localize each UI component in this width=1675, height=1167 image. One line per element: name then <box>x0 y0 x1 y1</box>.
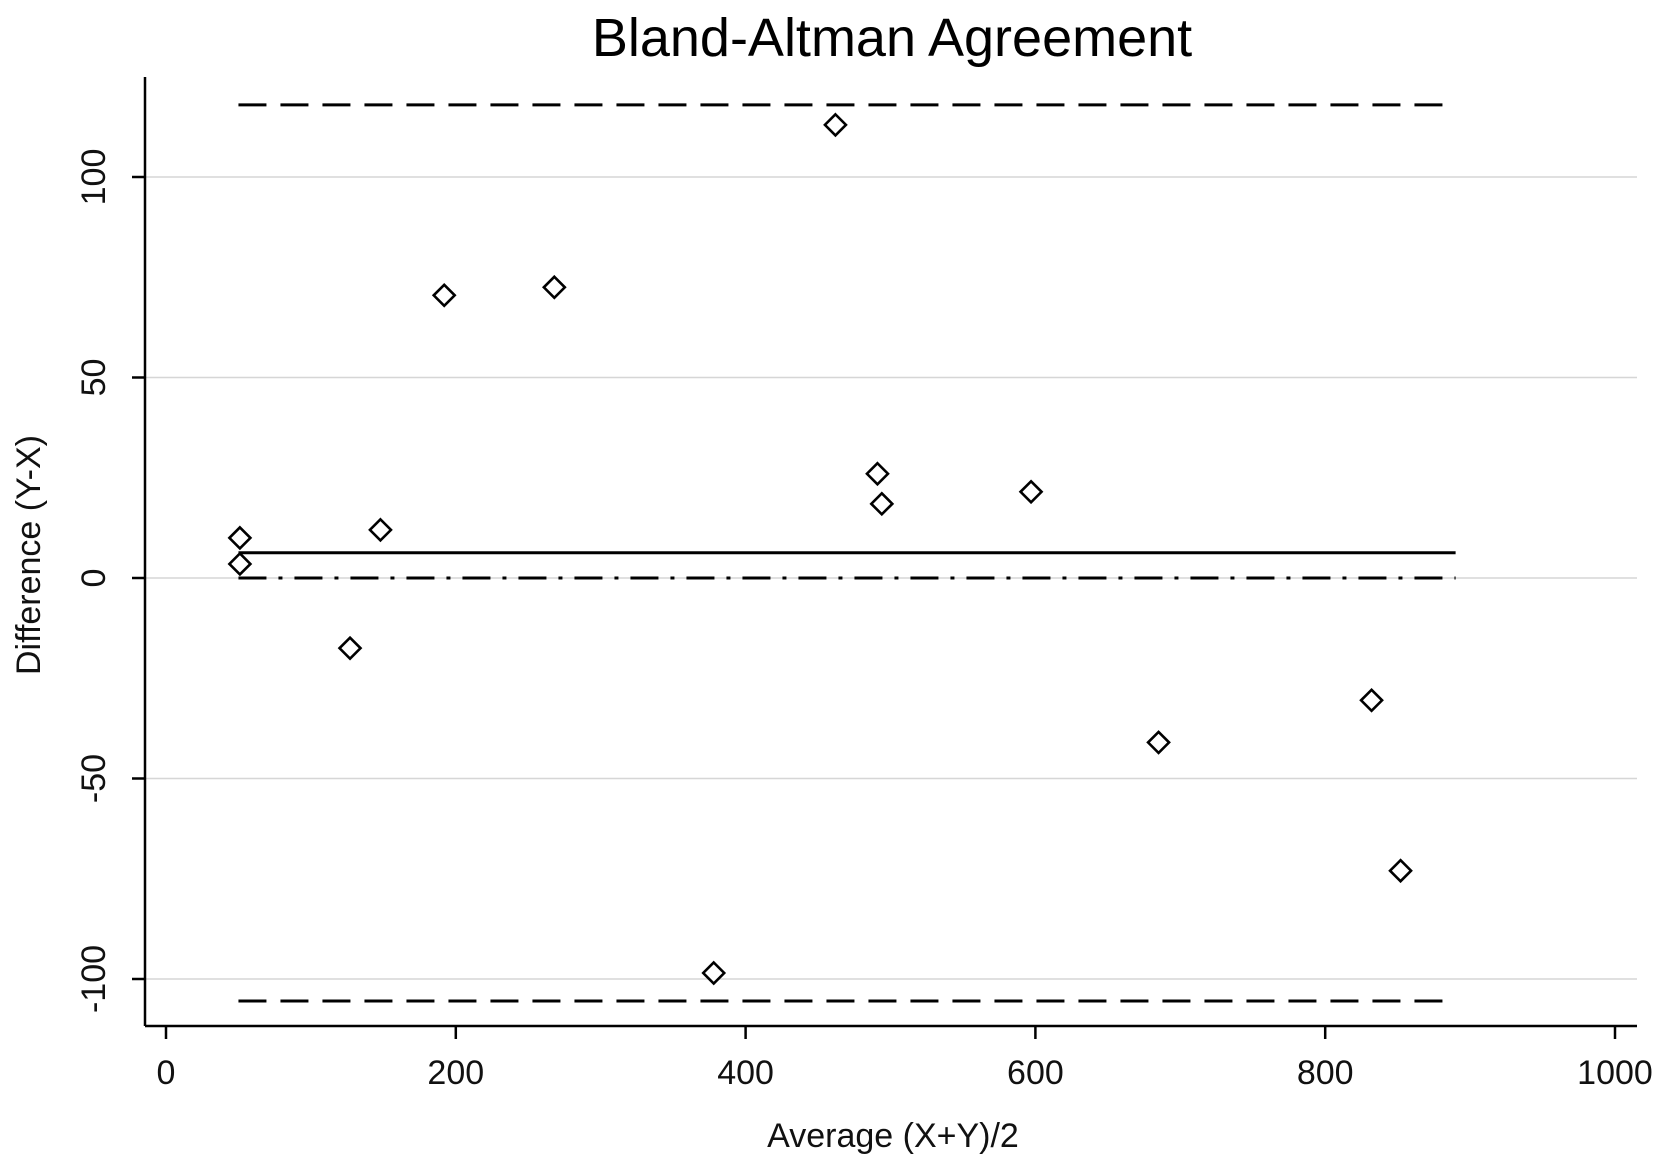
y-tick-label: -100 <box>75 945 113 1013</box>
data-point <box>1146 730 1171 755</box>
y-tick-label: 100 <box>75 149 113 206</box>
data-point <box>227 525 253 551</box>
chart-title: Bland-Altman Agreement <box>592 8 1192 68</box>
data-point <box>1018 479 1044 505</box>
data-point <box>869 491 895 517</box>
data-point <box>431 282 457 308</box>
data-point <box>541 274 567 300</box>
data-point <box>227 551 253 577</box>
x-tick-label: 0 <box>157 1054 176 1092</box>
data-point <box>1359 687 1384 713</box>
x-tick-label: 200 <box>427 1054 484 1092</box>
x-axis-ticks: 0 200 400 600 800 1000 <box>157 1026 1653 1092</box>
y-tick-label: -50 <box>75 754 113 803</box>
x-axis-label: Average (X+Y)/2 <box>767 1117 1019 1155</box>
data-point <box>865 461 890 487</box>
x-tick-label: 800 <box>1297 1054 1354 1092</box>
data-point <box>337 635 363 661</box>
data-points <box>227 112 1413 986</box>
x-tick-label: 1000 <box>1577 1054 1653 1092</box>
reference-lines <box>238 103 1456 1003</box>
data-point <box>823 112 848 138</box>
y-axis-label: Difference (Y-X) <box>10 435 48 675</box>
y-tick-label: 50 <box>75 359 113 397</box>
x-tick-label: 600 <box>1007 1054 1064 1092</box>
data-point <box>701 960 727 986</box>
y-tick-label: 0 <box>75 569 113 588</box>
data-point <box>368 517 393 543</box>
y-axis-ticks: -100 -50 0 50 100 <box>75 149 145 1013</box>
x-tick-label: 400 <box>717 1054 774 1092</box>
data-point <box>1388 858 1413 884</box>
